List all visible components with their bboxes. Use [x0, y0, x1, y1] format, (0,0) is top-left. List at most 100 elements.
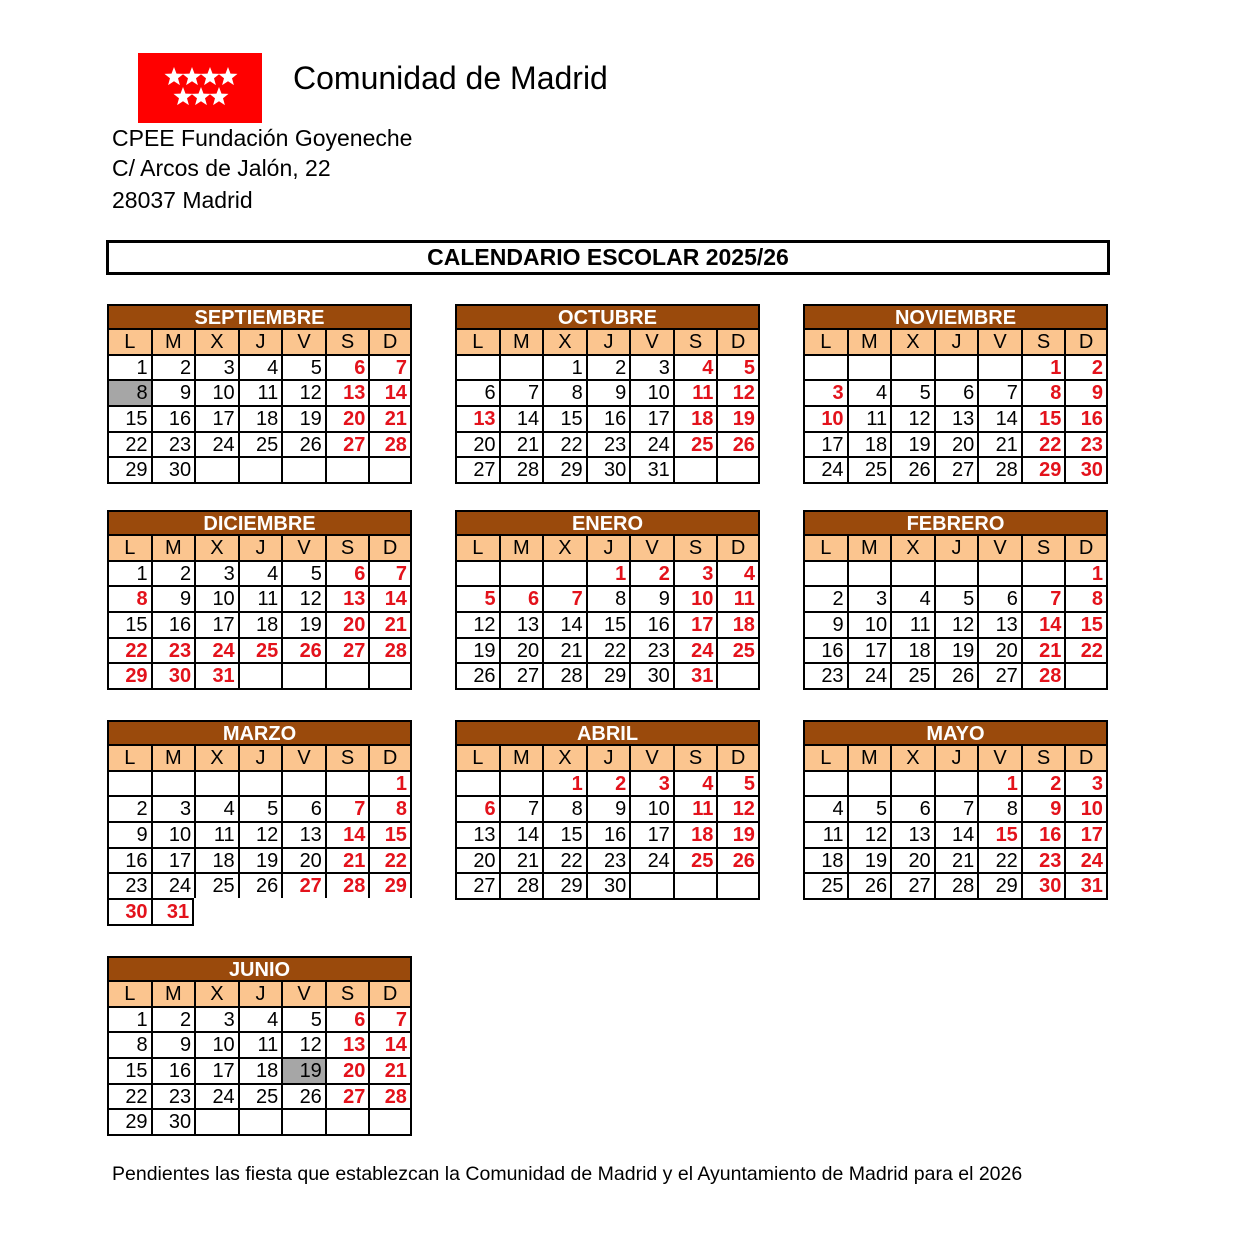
- day-cell: 8: [107, 585, 151, 612]
- star-icon: [218, 67, 238, 86]
- month-title: DICIEMBRE: [107, 510, 412, 535]
- day-cell: 28: [933, 872, 978, 901]
- empty-cell: [498, 353, 543, 380]
- day-cell: 3: [629, 769, 673, 796]
- empty-cell: [716, 662, 760, 691]
- day-cell: 11: [672, 795, 717, 822]
- weekday-label: L: [455, 328, 499, 354]
- day-cell: 8: [1020, 379, 1065, 406]
- day-cell: 26: [716, 430, 760, 457]
- day-cell: 21: [542, 636, 586, 663]
- day-cell: 15: [585, 611, 630, 637]
- star-icon: [209, 87, 229, 106]
- day-cell: 21: [977, 430, 1021, 457]
- day-cell: 20: [324, 1057, 369, 1083]
- empty-cell: [455, 353, 499, 380]
- day-cell: 9: [107, 821, 151, 847]
- week-row: 22 23 24 25 26 27 28: [107, 430, 412, 457]
- empty-cell: [237, 456, 282, 485]
- weekday-label: L: [455, 534, 499, 560]
- weekday-label: L: [803, 534, 847, 560]
- day-cell: 12: [933, 611, 978, 637]
- day-cell: 7: [368, 353, 412, 380]
- month-title: ABRIL: [455, 720, 760, 745]
- empty-cell: [890, 559, 934, 586]
- day-cell: 24: [846, 662, 891, 691]
- day-cell: 17: [846, 636, 891, 663]
- day-cell: 31: [672, 662, 717, 691]
- day-cell: 24: [629, 846, 673, 873]
- weekday-label: D: [368, 980, 412, 1006]
- day-cell: 30: [107, 898, 151, 926]
- month-marzo: MARZO L M X J V S D 1 2 3 4 5 6 7 8 9 10 11 12 13 14 15 16 17 18 1…: [107, 720, 412, 926]
- day-cell: 15: [542, 405, 586, 431]
- day-cell: 18: [716, 611, 760, 637]
- day-cell: 16: [803, 636, 847, 663]
- day-cell: 29: [977, 872, 1021, 901]
- day-cell: 3: [194, 559, 238, 586]
- empty-cell: [237, 1108, 282, 1137]
- day-cell: 19: [716, 405, 760, 431]
- day-cell: 27: [455, 872, 499, 901]
- day-cell: 12: [281, 585, 325, 612]
- empty-cell: [281, 769, 325, 796]
- day-cell: 26: [933, 662, 978, 691]
- day-cell: 7: [498, 379, 543, 406]
- month-abril: ABRIL L M X J V S D 1 2 3 4 5 6 7 8 9 10 11 12 13 14 15 16 17 18 1…: [455, 720, 760, 901]
- day-cell: 28: [368, 430, 412, 457]
- week-row: 13 14 15 16 17 18 19: [455, 405, 760, 431]
- weekday-label: D: [716, 744, 760, 770]
- month-mayo: MAYO L M X J V S D 1 2 3 4 5 6 7 8 9 10 11 12 13 14 15 16 17 18 19…: [803, 720, 1108, 901]
- day-cell: 20: [890, 846, 934, 873]
- day-cell: 31: [1064, 872, 1108, 901]
- day-cell: 23: [1064, 430, 1108, 457]
- week-row: 22 23 24 25 26 27 28: [107, 636, 412, 663]
- day-cell: 4: [672, 353, 717, 380]
- day-cell: 6: [324, 353, 369, 380]
- day-cell: 2: [585, 769, 630, 796]
- day-cell: 10: [1064, 795, 1108, 822]
- day-cell: 10: [846, 611, 891, 637]
- day-cell: 15: [1020, 405, 1065, 431]
- day-cell: 16: [629, 611, 673, 637]
- week-row: 6 7 8 9 10 11 12: [455, 795, 760, 822]
- day-cell: 6: [977, 585, 1021, 612]
- day-cell: 1: [977, 769, 1021, 796]
- day-cell: 31: [194, 662, 238, 691]
- day-cell: 14: [977, 405, 1021, 431]
- day-cell: 18: [237, 1057, 282, 1083]
- week-row: 8 9 10 11 12 13 14: [107, 585, 412, 612]
- week-row: 23 24 25 26 27 28: [803, 662, 1108, 691]
- day-cell: 16: [107, 846, 151, 873]
- day-cell: 8: [977, 795, 1021, 822]
- day-cell: 29: [107, 456, 151, 485]
- day-cell: 13: [324, 379, 369, 406]
- empty-cell: [846, 353, 891, 380]
- day-cell: 23: [150, 636, 195, 663]
- day-cell: 15: [542, 821, 586, 847]
- day-cell: 4: [672, 769, 717, 796]
- day-cell: 1: [542, 353, 586, 380]
- empty-cell: [1064, 662, 1108, 691]
- day-cell: 6: [281, 795, 325, 822]
- day-cell: 23: [803, 662, 847, 691]
- comunidad-de-madrid-logo: [138, 53, 262, 123]
- weekday-label: J: [585, 534, 630, 560]
- day-cell: 2: [1020, 769, 1065, 796]
- week-row: 25 26 27 28 29 30 31: [803, 872, 1108, 901]
- week-row: 1: [803, 559, 1108, 586]
- weekday-label: D: [716, 534, 760, 560]
- day-cell: 3: [1064, 769, 1108, 796]
- day-cell: 12: [455, 611, 499, 637]
- day-cell: 6: [324, 1005, 369, 1032]
- weekday-label: X: [542, 744, 586, 770]
- day-cell: 27: [324, 1082, 369, 1109]
- weekday-label: J: [585, 328, 630, 354]
